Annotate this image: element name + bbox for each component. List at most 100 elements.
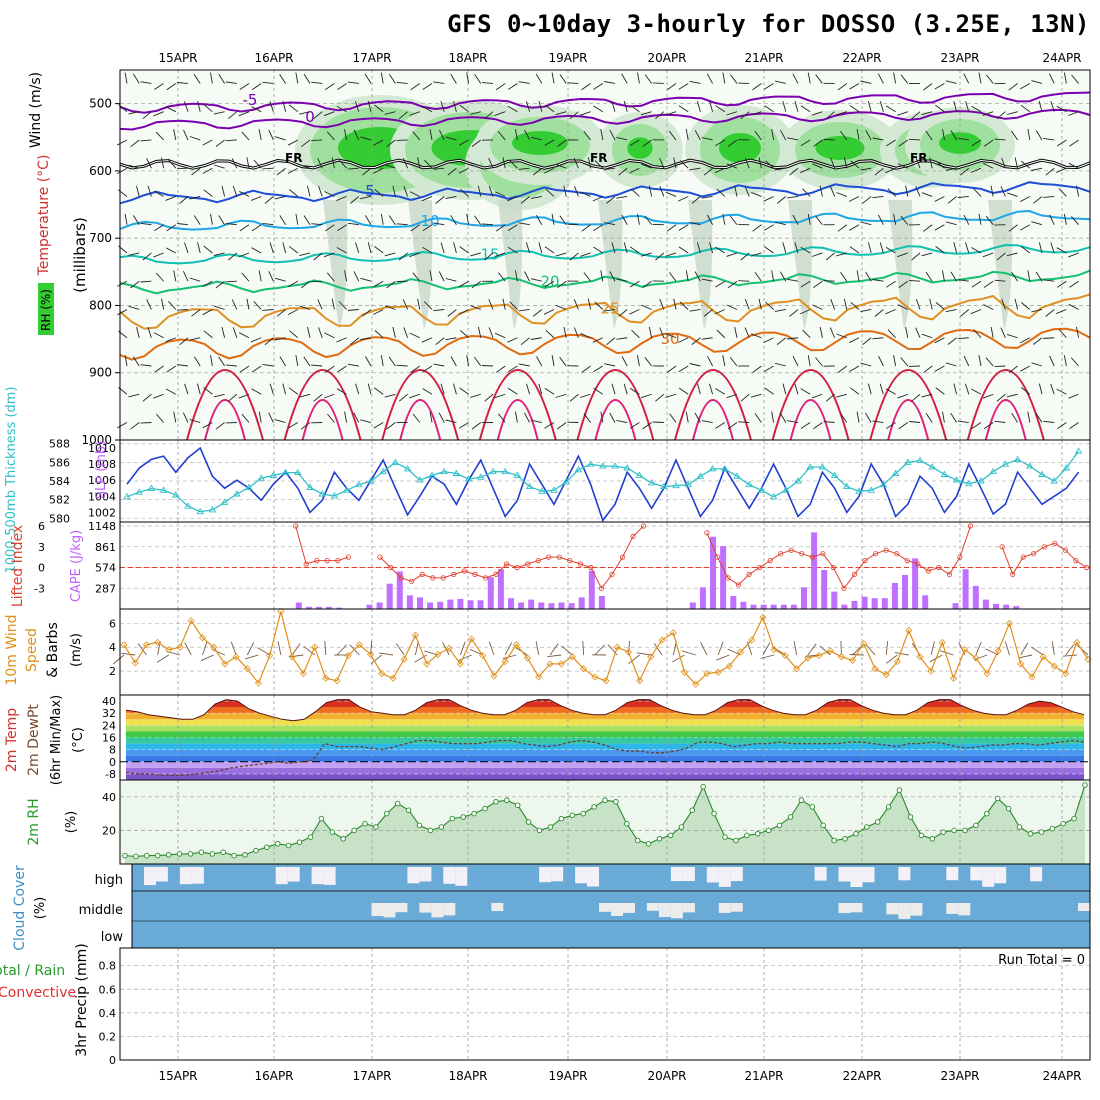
lifted-index-point [841, 585, 847, 591]
wind-speed-marker [983, 669, 991, 678]
wind-barb [326, 272, 335, 282]
temp-band [126, 699, 1084, 702]
wind-barb [923, 365, 933, 374]
wind-barb [942, 270, 945, 282]
thickness-marker [989, 467, 997, 475]
wind-barb [856, 270, 860, 282]
wind-barb [331, 298, 335, 310]
lifted-index-point [820, 551, 826, 557]
wind-barb [524, 412, 530, 423]
thickness-marker [867, 486, 875, 493]
wind-barb [921, 192, 933, 197]
wind-barb [848, 196, 860, 202]
wind-barb [750, 393, 762, 398]
temp-band [126, 743, 1084, 750]
surface-isotherm-arc [789, 399, 832, 441]
wind-barb [535, 73, 543, 84]
wind-barb [911, 111, 921, 120]
wind-barb [530, 278, 542, 282]
cape-bar [881, 598, 888, 609]
wind-barb [665, 333, 677, 339]
wind-barb [655, 252, 665, 261]
wind-speed-marker [961, 646, 969, 654]
wind-barb [388, 356, 396, 367]
wind-barb [849, 246, 860, 254]
wind-barb [288, 422, 299, 429]
wind-barb [303, 215, 311, 225]
wind-barb [744, 157, 750, 169]
wind-barb [659, 186, 665, 197]
wind-barb [1011, 130, 1018, 141]
lifted-index-point [640, 523, 647, 529]
lifted-index-point [409, 578, 415, 584]
rh-point [547, 824, 554, 830]
wind-barb [971, 280, 982, 288]
wind-barb [153, 111, 164, 117]
cape-bar [871, 598, 878, 609]
cape-bar [588, 570, 595, 609]
wind-barb [957, 337, 969, 340]
wind-barb [604, 363, 616, 367]
wind-barb [1027, 411, 1031, 423]
wind-barb [165, 106, 177, 113]
wind-barb [942, 411, 945, 423]
wind-barb [258, 129, 262, 141]
wind-speed-marker [860, 640, 868, 648]
wind-barb [581, 83, 591, 91]
wind-barb [177, 223, 189, 226]
wind-barb [311, 223, 323, 226]
high-cloud-cell [1030, 867, 1043, 882]
wind-barb [474, 74, 482, 84]
wind-barb [433, 309, 445, 312]
wind-barb [1006, 252, 1018, 257]
thickness-marker [1038, 470, 1046, 477]
wind-barb [874, 167, 884, 176]
wind-barb [836, 192, 847, 197]
wind-barb [807, 355, 811, 367]
surface-wind-barb [760, 654, 775, 659]
wind-barb [514, 129, 518, 141]
wind-barb [950, 271, 957, 282]
wind-barb [573, 299, 579, 310]
wind-barb [812, 304, 823, 310]
wind-barb [238, 393, 250, 399]
wind-speed-marker [445, 644, 453, 652]
wind-barb [738, 280, 750, 282]
wind-barb [872, 137, 884, 141]
lifted-index-point [303, 561, 309, 567]
wind-barb [716, 329, 726, 339]
wind-barb [715, 388, 726, 395]
wind-barb [410, 365, 421, 373]
thickness-marker [391, 458, 400, 465]
cape-bar [376, 602, 383, 609]
wind-barb [776, 196, 787, 204]
rh-point [733, 837, 739, 844]
cape-bar [730, 596, 737, 609]
rh-streak [788, 200, 813, 330]
wind-barb [189, 277, 201, 282]
wind-barb [440, 383, 445, 395]
surface-wind-barb [930, 641, 935, 656]
middle-cloud-cell [958, 903, 971, 916]
wind-barb [168, 301, 177, 310]
wind-barb [1035, 271, 1043, 282]
precip-tick-label: 0.4 [99, 1007, 117, 1020]
lifted-index-point [767, 557, 773, 564]
rh-point [1082, 782, 1088, 788]
cape-bar [598, 596, 605, 609]
wind-barb [1006, 393, 1018, 398]
wind-barb [1019, 365, 1031, 372]
wind-barb [953, 383, 958, 395]
wind-barb [885, 247, 896, 254]
lifted-index-point [1073, 557, 1079, 564]
wind-barb [971, 422, 982, 429]
wind-barb [324, 332, 335, 339]
wind-barb [440, 242, 445, 254]
high-cloud-cell [191, 867, 204, 884]
rh-area-mid [125, 785, 1085, 864]
rh-point [787, 814, 794, 820]
wind-barb [715, 105, 726, 113]
wind-barb [815, 74, 823, 84]
wind-barb [274, 337, 286, 341]
cape-bar [770, 604, 777, 609]
